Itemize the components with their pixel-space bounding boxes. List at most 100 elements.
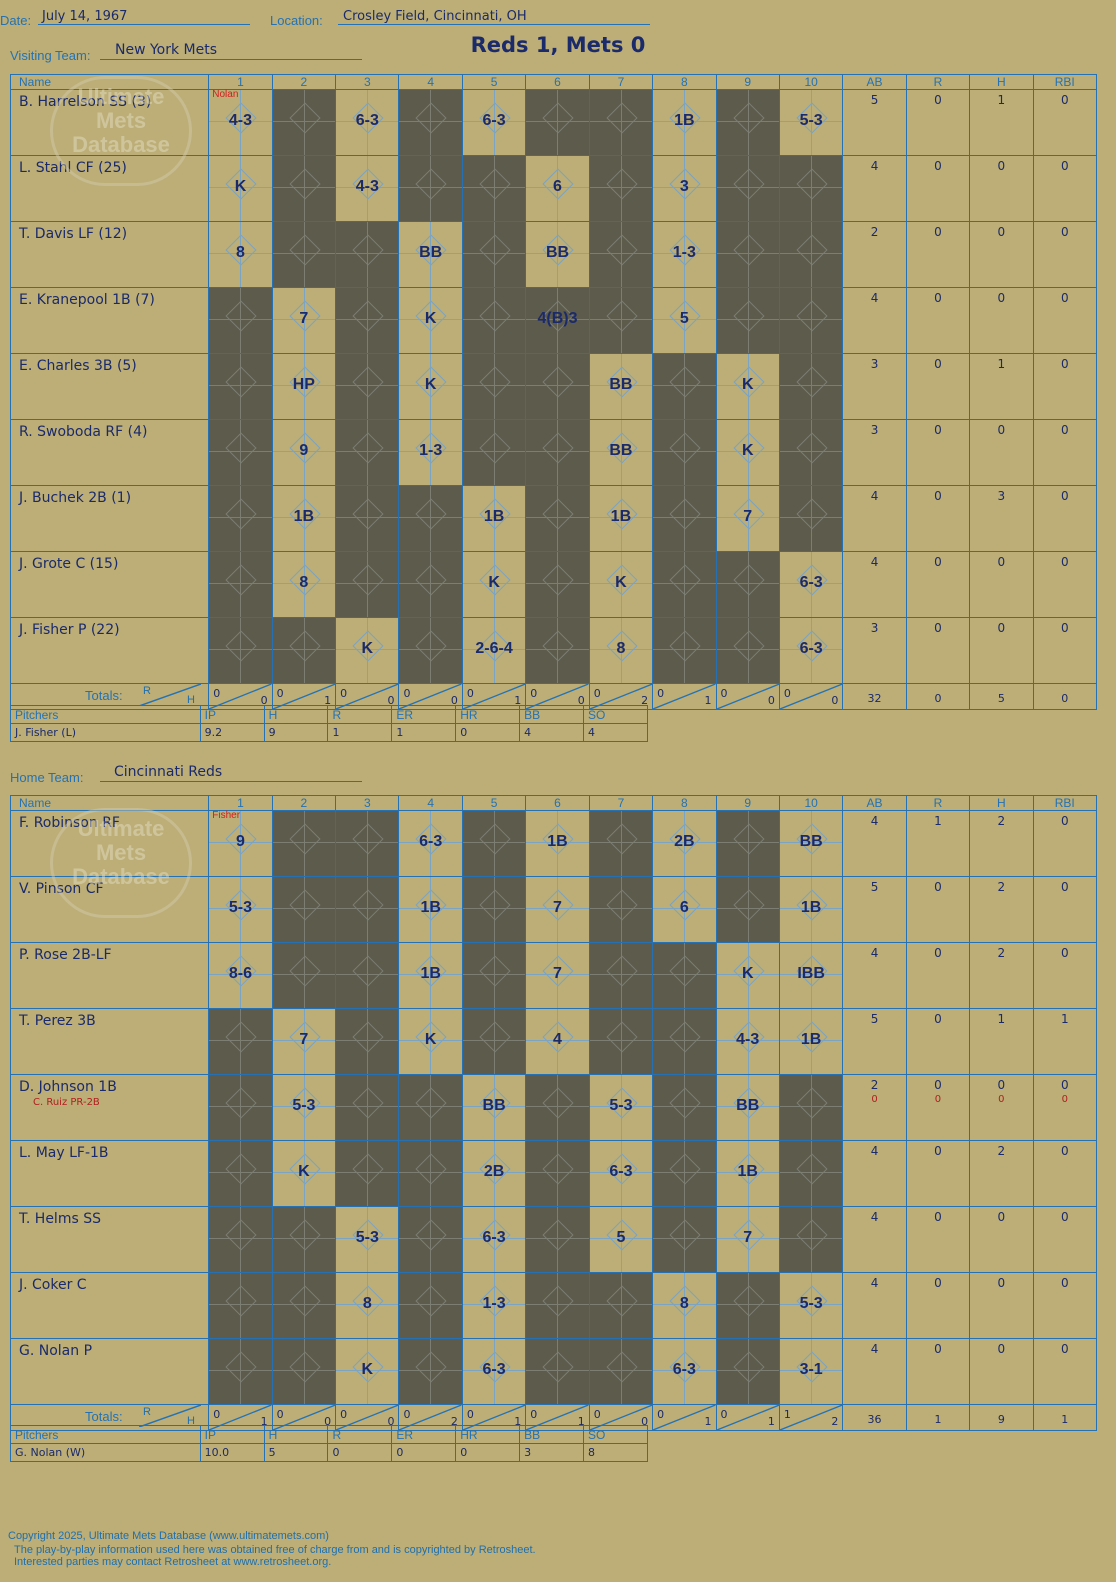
player-row: B. Harrelson SS (3) 4-3 Nolan 6-3 6-3 1B 5-3 5 0… (9, 89, 1098, 156)
diamond-icon (289, 889, 321, 921)
play-result: 1B (737, 1163, 758, 1180)
runs-total: 0 (213, 1408, 221, 1421)
player-name-cell: T. Davis LF (12) (9, 221, 210, 288)
diamond-icon (415, 168, 448, 200)
inning-cell: 6 (525, 155, 590, 222)
player-name-cell: J. Grote C (15) (9, 551, 210, 618)
diamond-icon (415, 630, 448, 662)
inning-header-9: 9 (715, 74, 780, 90)
inning-header-8: 8 (652, 795, 717, 811)
inning-cell (208, 1206, 273, 1273)
diamond-icon (606, 1285, 638, 1317)
inning-cell (398, 1272, 463, 1339)
hits-total: 0 (831, 694, 839, 707)
stat-ab: 5 (842, 876, 907, 943)
diamond-icon (606, 168, 638, 200)
play-result: 6-3 (482, 1361, 506, 1378)
player-name: R. Swoboda RF (4) (19, 424, 148, 440)
inning-cell: 8 (271, 551, 337, 618)
home-team-label: Home Team: (10, 770, 84, 785)
runs-total: 0 (403, 1408, 411, 1421)
diamond-icon (225, 300, 257, 332)
stat-rbi: 1 (1032, 1008, 1098, 1075)
diamond-icon (542, 1285, 574, 1317)
play-result: 5-3 (799, 112, 823, 129)
inning-header-10: 10 (778, 74, 844, 90)
pitcher-stat: 9.2 (199, 723, 265, 742)
inning-cell: 6-3 (398, 810, 463, 877)
play-result: 5-3 (228, 899, 253, 916)
player-name-cell: J. Coker C (9, 1272, 210, 1339)
inning-cell: 4(B)3 (525, 287, 590, 354)
inning-cell (588, 1338, 654, 1405)
diamond-icon (479, 168, 511, 200)
play-result: 8 (236, 244, 245, 261)
inning-cell (588, 221, 654, 288)
diamond-icon (542, 102, 574, 134)
inning-cell (715, 876, 780, 943)
inning-cell (715, 1338, 780, 1405)
inning-header-7: 7 (588, 795, 654, 811)
play-result: 7 (743, 1229, 753, 1246)
stat-r: 0 (905, 89, 971, 156)
inning-header-2: 2 (271, 795, 337, 811)
inning-cell: 2B (652, 810, 717, 877)
sub-stat: 0 (934, 1094, 942, 1105)
stat-total-ab: 32 (842, 683, 907, 710)
diamond-icon (352, 564, 384, 596)
diamond-icon (732, 234, 765, 266)
diamond-icon (796, 300, 828, 332)
inning-cell (208, 1272, 273, 1339)
inning-cell: 5-3 (208, 876, 273, 943)
diamond-icon (225, 1351, 257, 1383)
inning-cell (525, 419, 590, 486)
stat-header-rbi: RBI (1032, 795, 1098, 811)
pitching-header-so: SO (583, 705, 648, 724)
play-result: BB (799, 833, 823, 850)
play-result: 6-3 (482, 112, 506, 129)
inning-cell (461, 155, 527, 222)
play-result: 1B (674, 112, 695, 129)
stat-h: 0 (969, 1338, 1034, 1405)
inning-cell (715, 221, 780, 288)
inning-cell (271, 89, 337, 156)
inning-header-4: 4 (398, 74, 463, 90)
location-value: Crosley Field, Cincinnati, OH (343, 9, 527, 24)
pitcher-stat: 1 (327, 723, 393, 742)
inning-header-5: 5 (461, 74, 527, 90)
play-result: K (361, 1361, 374, 1378)
play-result: K (424, 376, 437, 393)
inning-header-3: 3 (335, 795, 400, 811)
inning-cell: 7 (525, 876, 590, 943)
inning-cell: BB (588, 419, 654, 486)
diamond-icon (669, 366, 701, 398)
stat-h: 0 (969, 155, 1034, 222)
diamond-icon (542, 498, 574, 530)
play-result: 8 (616, 640, 626, 657)
player-name: T. Perez 3B (19, 1013, 96, 1029)
player-row: J. Coker C 8 1-3 8 5-3 4 0 0 0 (9, 1272, 1098, 1339)
hits-total: 0 (767, 694, 775, 707)
player-row: E. Kranepool 1B (7) 7 K 4(B)3 5 4 0 0 0 (9, 287, 1098, 354)
play-result: 5-3 (609, 1097, 633, 1114)
diamond-icon (289, 234, 321, 266)
inning-header-2: 2 (271, 74, 337, 90)
inning-cell: 8 (335, 1272, 400, 1339)
stat-r: 0 (905, 287, 971, 354)
inning-cell: 6-3 (588, 1140, 654, 1207)
stat-ab: 4 (842, 1338, 907, 1405)
play-result: 5-3 (355, 1229, 379, 1246)
footer-line3: Interested parties may contact Retroshee… (14, 1556, 332, 1568)
visiting-team-label: Visiting Team: (10, 48, 91, 63)
stat-total-r: 1 (905, 1404, 971, 1431)
stat-r: 0 (905, 876, 971, 943)
stat-header-h: H (969, 795, 1034, 811)
inning-cell: 6-3 (335, 89, 400, 156)
hits-total: 1 (324, 694, 332, 707)
inning-cell: 1B (398, 942, 463, 1009)
inning-cell (652, 1140, 717, 1207)
stat-h: 2 (969, 876, 1034, 943)
play-result: K (741, 376, 754, 393)
